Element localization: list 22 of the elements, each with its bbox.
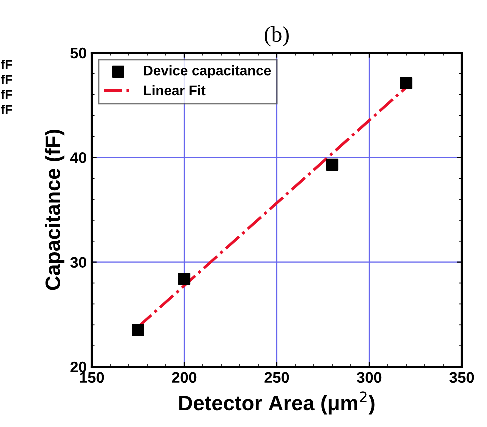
- x-tick-label: 200: [172, 372, 197, 384]
- y-tick-label: 20: [70, 362, 87, 373]
- x-axis-title: Detector Area (μm$^{2}$): [180, 392, 375, 415]
- text: fF: [1, 60, 12, 70]
- y-tick-label: 30: [70, 257, 87, 268]
- y-tick-label: 40: [70, 152, 87, 164]
- x-tick-label: 250: [264, 372, 290, 384]
- chart-title: (b): [265, 26, 289, 47]
- y-axis-title: Capacitance (fF): [45, 130, 65, 290]
- point: [178, 273, 191, 286]
- x-tick-label: 300: [357, 372, 382, 384]
- point: [400, 77, 413, 90]
- point: [132, 324, 144, 336]
- text: fF: [1, 75, 12, 84]
- x-tick-label: 350: [450, 372, 474, 384]
- text: fF: [1, 90, 12, 100]
- legend-label: Linear Fit: [144, 85, 206, 96]
- legend-label: Device capacitance: [144, 66, 272, 78]
- text: fF: [1, 105, 12, 114]
- point: [326, 158, 339, 172]
- x-tick-label: 150: [80, 372, 104, 384]
- y-tick-label: 50: [70, 48, 87, 59]
